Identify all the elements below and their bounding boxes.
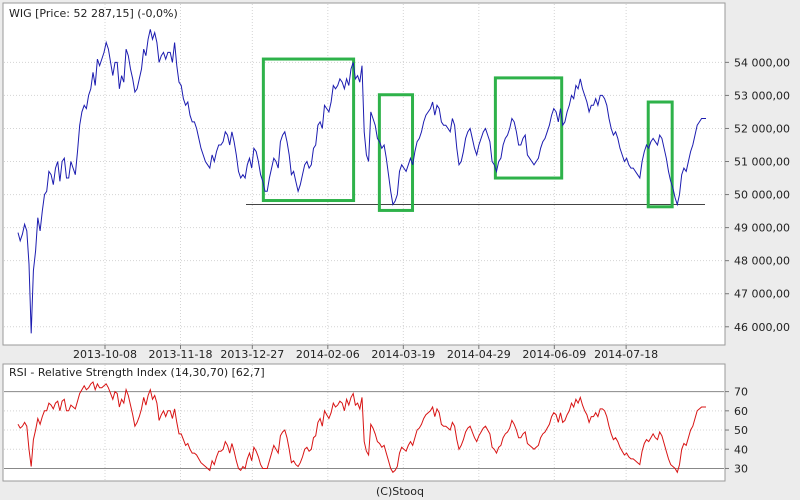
annotation-layer [246,57,705,212]
rsi-series-line [17,381,706,474]
price-y-tick-label: 47 000,00 [734,288,790,301]
price-y-tick-label: 49 000,00 [734,222,790,235]
price-grid [4,4,724,344]
rsi-y-tick-label: 50 [734,424,748,437]
price-y-tick-label: 50 000,00 [734,189,790,202]
highlight-box-1 [261,57,356,203]
price-y-tick-label: 51 000,00 [734,156,790,169]
x-tick-label: 2013-11-18 [149,348,213,361]
rsi-panel-background [2,363,726,482]
highlight-box-4 [646,100,674,209]
x-tick-label: 2014-07-18 [594,348,658,361]
highlight-box-3 [493,76,564,180]
price-panel-background [2,2,726,346]
x-tick-label: 2014-04-29 [447,348,511,361]
x-tick-label: 2014-02-06 [296,348,360,361]
x-tick-label: 2014-03-19 [371,348,435,361]
x-tick-label: 2013-12-27 [220,348,284,361]
rsi-chart-title: RSI - Relative Strength Index (14,30,70)… [9,366,265,379]
price-y-tick-label: 46 000,00 [734,321,790,334]
rsi-y-tick-label: 70 [734,386,748,399]
rsi-grid [4,365,724,480]
copyright-footer: (C)Stooq [375,485,424,498]
highlight-box-2 [377,93,415,212]
rsi-y-tick-label: 30 [734,462,748,475]
price-y-tick-label: 54 000,00 [734,56,790,69]
price-axis: 46 000,00 47 000,00 48 000,00 49 000,00 50 0… [73,56,790,361]
x-tick-label: 2013-10-08 [73,348,137,361]
price-y-tick-label: 52 000,00 [734,122,790,135]
series-layer [17,29,706,474]
price-y-tick-label: 48 000,00 [734,255,790,268]
rsi-y-tick-label: 60 [734,405,748,418]
x-tick-label: 2014-06-09 [522,348,586,361]
rsi-y-tick-label: 40 [734,443,748,456]
price-y-tick-label: 53 000,00 [734,89,790,102]
price-chart-title: WIG [Price: 52 287,15] (-0,0%) [9,7,178,20]
rsi-axis: 30 40 50 60 70 [725,386,748,475]
price-series-line [17,29,706,334]
